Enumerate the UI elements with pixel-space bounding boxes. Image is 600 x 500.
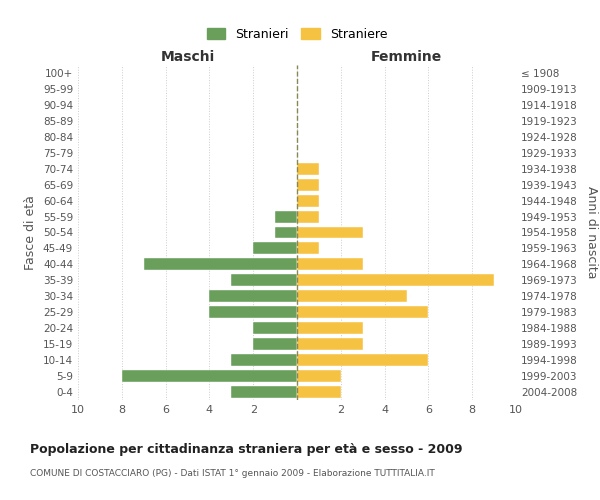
Bar [253,242,297,254]
Text: Femmine: Femmine [371,50,442,64]
Bar [297,354,428,366]
Bar [297,322,362,334]
Bar [297,162,319,174]
Bar [253,338,297,350]
Bar [297,178,319,190]
Bar [297,194,319,206]
Bar [232,386,297,398]
Text: Maschi: Maschi [160,50,215,64]
Bar [253,322,297,334]
Y-axis label: Anni di nascita: Anni di nascita [584,186,598,279]
Bar [297,258,362,270]
Bar [297,386,341,398]
Bar [297,370,341,382]
Y-axis label: Fasce di età: Fasce di età [25,195,37,270]
Bar [232,274,297,286]
Text: Popolazione per cittadinanza straniera per età e sesso - 2009: Popolazione per cittadinanza straniera p… [30,442,463,456]
Bar [297,290,407,302]
Bar [297,210,319,222]
Bar [144,258,297,270]
Bar [297,306,428,318]
Bar [275,210,297,222]
Bar [275,226,297,238]
Text: COMUNE DI COSTACCIARO (PG) - Dati ISTAT 1° gennaio 2009 - Elaborazione TUTTITALI: COMUNE DI COSTACCIARO (PG) - Dati ISTAT … [30,468,435,477]
Bar [297,226,362,238]
Bar [122,370,297,382]
Bar [209,306,297,318]
Bar [209,290,297,302]
Bar [232,354,297,366]
Bar [297,338,362,350]
Bar [297,274,494,286]
Bar [297,242,319,254]
Legend: Stranieri, Straniere: Stranieri, Straniere [203,24,391,45]
